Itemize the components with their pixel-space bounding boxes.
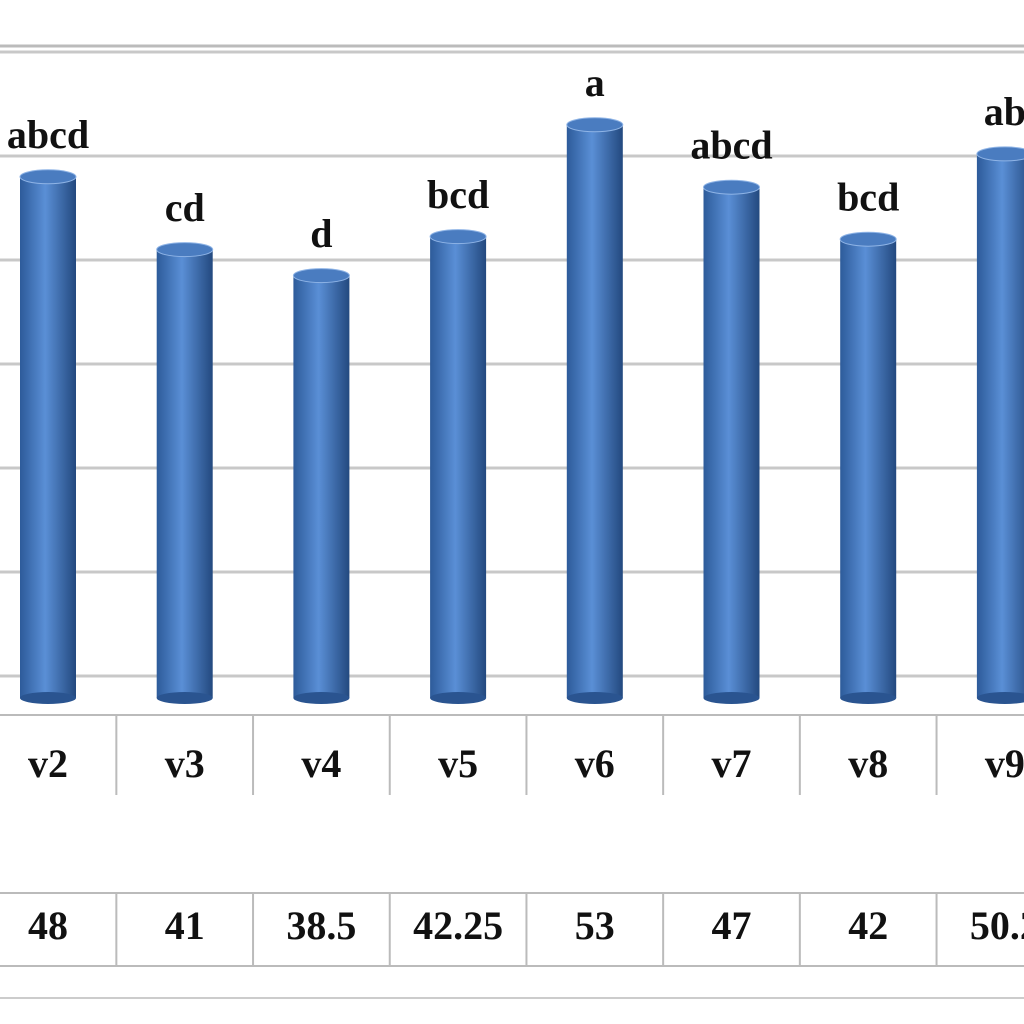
- annotation: bcd: [427, 172, 489, 217]
- bar-base: [976, 692, 1024, 704]
- annotation: ab: [984, 89, 1024, 134]
- annotation: d: [310, 211, 332, 256]
- bar-top: [976, 146, 1024, 162]
- bar-top: [292, 268, 350, 284]
- annotation: bcd: [837, 174, 899, 219]
- table-value: 53: [575, 903, 615, 948]
- x-tick-label: v8: [848, 741, 888, 786]
- bar-base: [840, 692, 897, 704]
- table-value: 48: [28, 903, 68, 948]
- table-value: 42: [848, 903, 888, 948]
- table-value: 47: [712, 903, 752, 948]
- annotation: cd: [165, 185, 205, 230]
- x-tick-label: v4: [301, 741, 341, 786]
- x-tick-label: v6: [575, 741, 615, 786]
- bar-base: [293, 692, 350, 704]
- x-tick-label: v7: [712, 741, 752, 786]
- bar-base: [156, 692, 213, 704]
- bar-top: [566, 117, 624, 133]
- bar-base: [20, 692, 76, 704]
- x-tick-label: v2: [28, 741, 68, 786]
- x-tick-label: v9: [985, 741, 1024, 786]
- bar: [840, 239, 897, 698]
- bar-top: [156, 242, 214, 258]
- bar-base: [430, 692, 487, 704]
- bar-top: [839, 231, 897, 247]
- bar-top: [703, 179, 760, 195]
- table-value: 41: [165, 903, 205, 948]
- bar: [976, 153, 1024, 699]
- bar-top: [19, 169, 77, 185]
- bar: [703, 187, 760, 698]
- bar: [156, 249, 213, 698]
- bar-top: [429, 229, 487, 245]
- x-tick-label: v5: [438, 741, 478, 786]
- bar: [293, 275, 350, 698]
- bar: [430, 236, 487, 698]
- x-tick-label: v3: [165, 741, 205, 786]
- annotation: abcd: [7, 112, 89, 157]
- annotation: abcd: [690, 122, 772, 167]
- table-value: 42.25: [413, 903, 503, 948]
- bar-base: [703, 692, 760, 704]
- table-value: 50.2: [970, 903, 1024, 948]
- annotation: a: [585, 60, 605, 105]
- bar: [566, 124, 623, 699]
- bar-base: [566, 692, 623, 704]
- table-value: 38.5: [286, 903, 356, 948]
- bar: [20, 176, 76, 699]
